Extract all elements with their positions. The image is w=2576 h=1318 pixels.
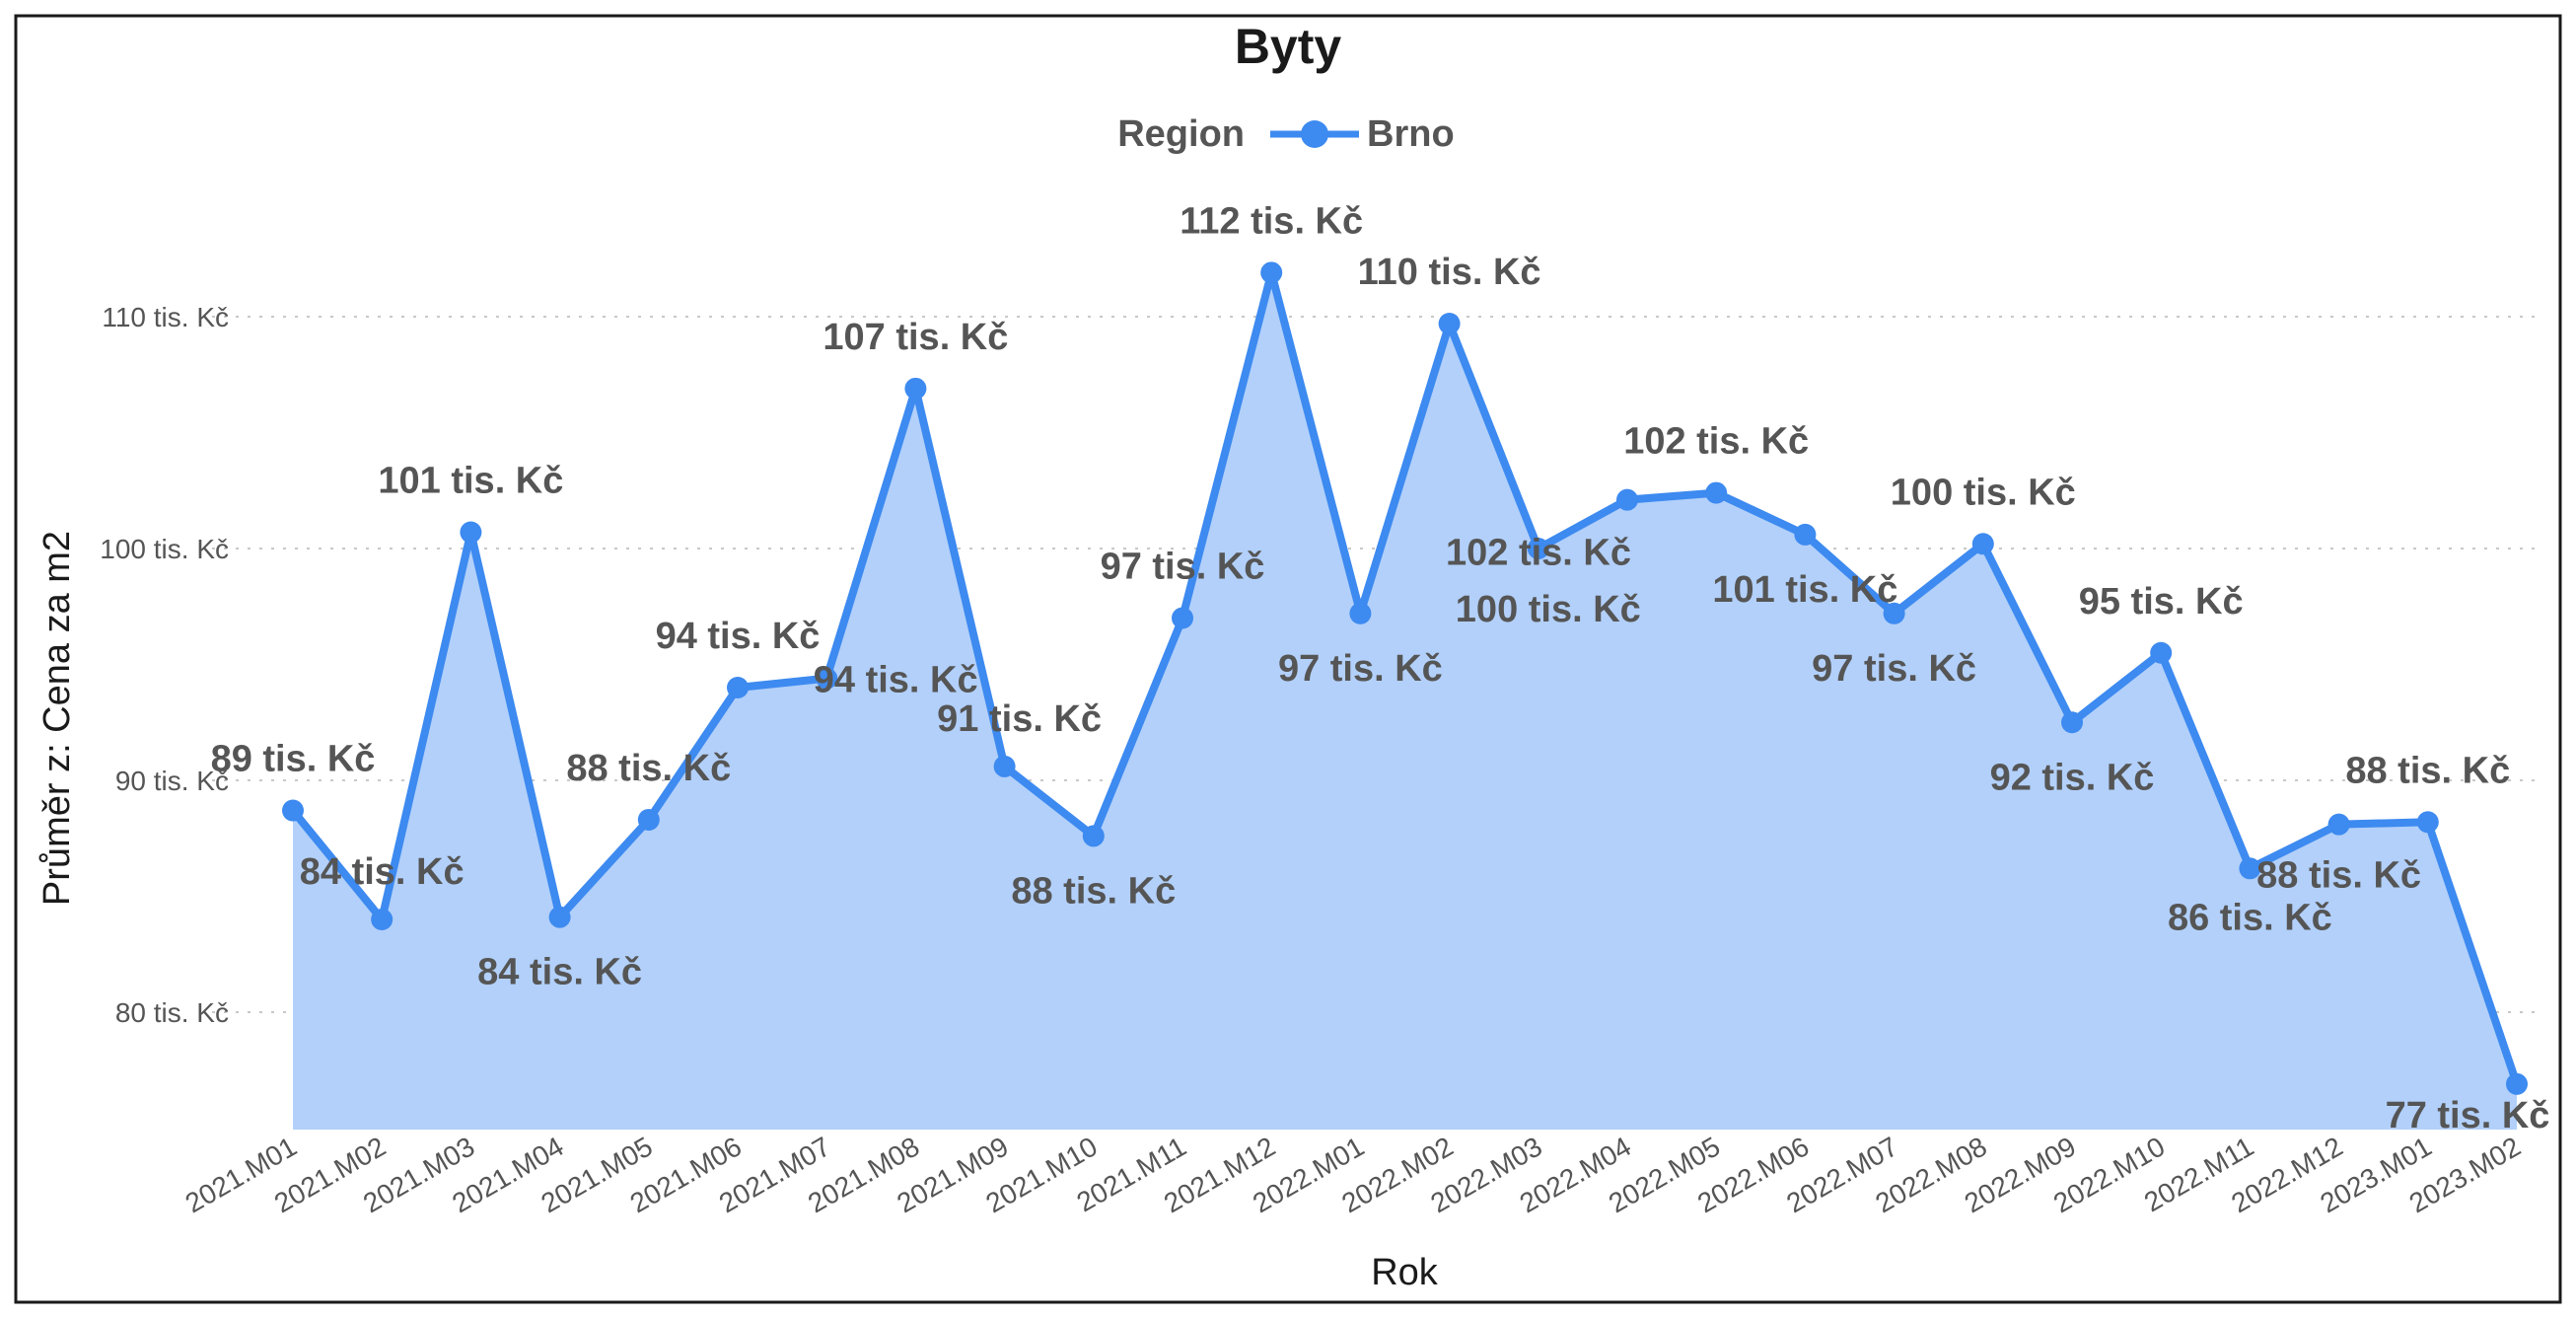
data-point: [2150, 641, 2173, 664]
data-label: 94 tis. Kč: [814, 660, 978, 701]
data-label: 94 tis. Kč: [656, 616, 821, 657]
data-point: [1794, 523, 1817, 546]
data-point: [637, 808, 660, 831]
chart-title: Byty: [1235, 19, 1342, 74]
data-label: 77 tis. Kč: [2386, 1095, 2550, 1136]
series-area: [293, 272, 2517, 1131]
x-axis-title: Rok: [1371, 1252, 1439, 1293]
legend-title: Region: [1117, 113, 1245, 155]
data-point: [1172, 607, 1193, 629]
data-point: [371, 909, 394, 930]
data-label: 102 tis. Kč: [1623, 421, 1809, 463]
legend-swatch-marker: [1301, 120, 1328, 148]
data-point: [1349, 602, 1372, 624]
y-axis-title: Průměr z: Cena za m2: [36, 531, 78, 906]
data-label: 88 tis. Kč: [1011, 870, 1176, 912]
data-point: [1971, 533, 1994, 555]
data-labels: 89 tis. Kč 84 tis. Kč 101 tis. Kč 84 tis. K…: [211, 200, 2550, 1136]
data-point: [816, 667, 838, 690]
data-point: [548, 906, 571, 928]
data-label: 102 tis. Kč: [1446, 533, 1631, 574]
y-tick-label: 80 tis. Kč: [115, 997, 229, 1028]
legend: Region Brno: [1117, 113, 1454, 155]
data-point: [460, 521, 482, 544]
data-point: [2061, 711, 2083, 734]
data-label: 110 tis. Kč: [1358, 252, 1541, 293]
data-point: [2239, 857, 2261, 880]
data-point: [1438, 313, 1461, 335]
data-point: [904, 377, 927, 400]
data-point: [1883, 602, 1905, 624]
data-point: [282, 799, 304, 822]
data-label: 100 tis. Kč: [1891, 472, 2076, 513]
data-label: 95 tis. Kč: [2079, 581, 2244, 622]
data-label: 92 tis. Kč: [1990, 757, 2155, 798]
data-label: 88 tis. Kč: [2345, 750, 2510, 791]
data-label: 89 tis. Kč: [211, 739, 376, 780]
data-label: 107 tis. Kč: [823, 317, 1008, 358]
data-point: [1527, 538, 1549, 559]
data-label: 97 tis. Kč: [1812, 648, 1976, 690]
data-label: 88 tis. Kč: [2256, 855, 2421, 897]
series-line: [289, 268, 2521, 1086]
data-label: 101 tis. Kč: [1712, 569, 1897, 611]
data-label: 84 tis. Kč: [300, 851, 465, 893]
series-points: [282, 261, 2528, 1095]
y-tick-label: 100 tis. Kč: [100, 534, 229, 564]
data-point: [1082, 825, 1105, 847]
data-point: [727, 677, 749, 698]
y-tick-label: 90 tis. Kč: [115, 766, 229, 796]
data-label: 100 tis. Kč: [1456, 589, 1641, 630]
data-point: [1616, 488, 1638, 511]
y-tick-labels: 80 tis. Kč 90 tis. Kč 100 tis. Kč 110 tis. …: [100, 302, 229, 1028]
data-label: 91 tis. Kč: [937, 698, 1102, 740]
data-label: 97 tis. Kč: [1278, 648, 1443, 690]
legend-label: Brno: [1367, 113, 1455, 155]
data-label: 101 tis. Kč: [378, 461, 563, 502]
y-tick-label: 110 tis. Kč: [102, 302, 229, 332]
data-point: [2416, 811, 2439, 834]
data-label: 86 tis. Kč: [2168, 897, 2332, 938]
data-label: 88 tis. Kč: [566, 748, 731, 789]
data-point: [1260, 261, 1283, 284]
data-label: 112 tis. Kč: [1180, 200, 1363, 242]
data-point: [993, 755, 1016, 777]
data-label: 97 tis. Kč: [1101, 547, 1265, 588]
data-point: [2506, 1072, 2528, 1095]
data-label: 84 tis. Kč: [477, 952, 642, 993]
data-point: [1705, 481, 1728, 504]
data-point: [2327, 813, 2350, 836]
